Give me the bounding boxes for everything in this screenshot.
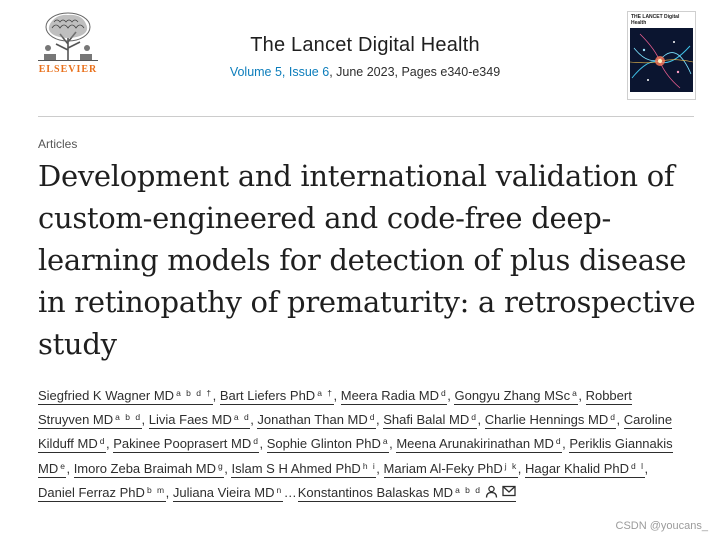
author-link[interactable]: Juliana Vieira MD n	[172, 484, 283, 502]
author-link[interactable]: Meera Radia MD d	[340, 388, 448, 405]
author-link[interactable]: Hagar Khalid PhD d l	[524, 460, 645, 478]
author-link[interactable]: Charlie Hennings MD d	[484, 412, 617, 430]
author-link[interactable]: Livia Faes MD a d	[148, 412, 251, 430]
person-icon	[486, 485, 498, 498]
watermark: CSDN @youcans_	[615, 520, 708, 532]
author-link[interactable]: Sophie Glinton PhD a	[266, 436, 390, 454]
journal-cover[interactable]: THE LANCET Digital Health	[627, 11, 696, 100]
author-link-corresponding[interactable]: Konstantinos Balaskas MD a b d	[297, 484, 517, 502]
author-link[interactable]: Caroline Kilduff MD d	[38, 412, 673, 454]
elsevier-logo[interactable]: ELSEVIER	[38, 10, 98, 75]
author-link[interactable]: Periklis Giannakis MD e	[38, 436, 673, 478]
journal-header: The Lancet Digital Health Volume 5, Issu…	[200, 34, 530, 79]
author-ellipsis: …	[283, 484, 297, 500]
author-link[interactable]: Bart Liefers PhD a †	[219, 388, 334, 405]
author-link[interactable]: Islam S H Ahmed PhD h i	[231, 460, 377, 478]
cover-title: THE LANCET Digital Health	[631, 14, 680, 26]
volume-issue-link[interactable]: Volume 5, Issue 6	[229, 65, 330, 79]
author-link[interactable]: Siegfried K Wagner MD a b d †	[38, 388, 213, 405]
header-divider	[38, 116, 694, 117]
article-title: Development and international validation…	[38, 159, 696, 361]
article-type: Articles	[38, 137, 78, 151]
author-link[interactable]: Meena Arunakirinathan MD d	[396, 436, 563, 454]
issue-info: Volume 5, Issue 6, June 2023, Pages e340…	[200, 65, 530, 79]
envelope-icon	[502, 486, 517, 497]
author-link[interactable]: Jonathan Than MD d	[257, 412, 376, 430]
issue-details: , June 2023, Pages e340-e349	[329, 65, 501, 79]
cover-artwork-image	[630, 28, 693, 92]
journal-title[interactable]: The Lancet Digital Health	[250, 34, 480, 56]
author-link[interactable]: Mariam Al-Feky PhD j k	[383, 460, 518, 478]
publisher-name: ELSEVIER	[38, 64, 98, 75]
author-link[interactable]: Robbert Struyven MD a b d	[38, 388, 632, 430]
author-list: Siegfried K Wagner MD a b d †, Bart Liefe…	[38, 388, 673, 502]
author-link[interactable]: Pakinee Pooprasert MD d	[113, 436, 260, 454]
author-link[interactable]: Imoro Zeba Braimah MD g	[73, 460, 225, 478]
elsevier-tree-icon	[38, 10, 98, 62]
author-link[interactable]: Daniel Ferraz PhD b m	[38, 484, 166, 502]
author-link[interactable]: Gongyu Zhang MSc a	[454, 388, 579, 405]
author-link[interactable]: Shafi Balal MD d	[383, 412, 478, 430]
